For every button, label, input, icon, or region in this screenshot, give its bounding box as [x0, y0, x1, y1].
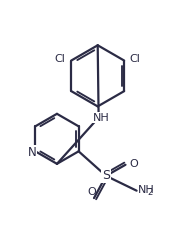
Text: S: S	[102, 169, 110, 182]
Text: NH: NH	[93, 113, 110, 123]
Text: O: O	[88, 187, 96, 197]
Text: N: N	[28, 146, 37, 159]
Text: 2: 2	[147, 188, 152, 197]
Text: Cl: Cl	[55, 54, 66, 64]
Text: Cl: Cl	[130, 54, 141, 64]
Text: O: O	[130, 159, 138, 169]
Text: NH: NH	[138, 185, 154, 195]
